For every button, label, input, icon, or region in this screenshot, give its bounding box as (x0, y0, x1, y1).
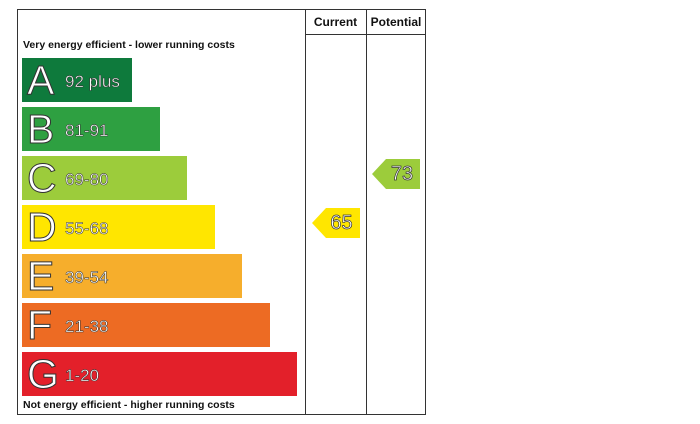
band-a: A 92 plus (22, 57, 132, 104)
potential-rating-value: 73 (390, 163, 414, 186)
band-f: F 21-38 (22, 302, 270, 349)
band-letter: C (27, 155, 58, 202)
band-range: 1-20 (65, 366, 100, 386)
band-g: G 1-20 (22, 351, 297, 398)
band-range: 81-91 (65, 121, 109, 141)
band-letter: G (27, 351, 60, 398)
band-range: 55-68 (65, 219, 109, 239)
current-rating-value: 65 (330, 212, 353, 235)
band-letter: B (26, 106, 55, 153)
top-caption: Very energy efficient - lower running co… (23, 39, 235, 51)
current-arrow-shape (311, 208, 360, 238)
band-b: B 81-91 (22, 106, 160, 153)
current-column-divider (305, 10, 306, 414)
potential-rating-arrow: 73 (372, 159, 420, 189)
current-rating-arrow: 65 (311, 208, 360, 238)
band-range: 21-38 (65, 317, 109, 337)
current-column-header: Current (313, 15, 358, 29)
band-range: 92 plus (65, 72, 120, 92)
band-d: D 55-68 (22, 204, 215, 251)
epc-chart-frame: Current Potential Very energy efficient … (17, 9, 426, 415)
bottom-caption: Not energy efficient - higher running co… (23, 399, 235, 411)
potential-arrow-fill (372, 159, 420, 189)
band-letter: F (26, 302, 53, 349)
band-letter: A (26, 57, 55, 104)
band-range: 39-54 (65, 268, 109, 288)
current-arrow-fill (311, 208, 360, 238)
potential-column-divider (366, 10, 367, 414)
band-e: E 39-54 (22, 253, 242, 300)
header-divider (305, 34, 425, 35)
band-c: C 69-80 (22, 155, 187, 202)
potential-column-header: Potential (370, 15, 422, 29)
potential-arrow-shape (372, 159, 420, 189)
band-range: 69-80 (65, 170, 109, 190)
band-letter: E (26, 253, 55, 300)
band-letter: D (27, 204, 58, 251)
